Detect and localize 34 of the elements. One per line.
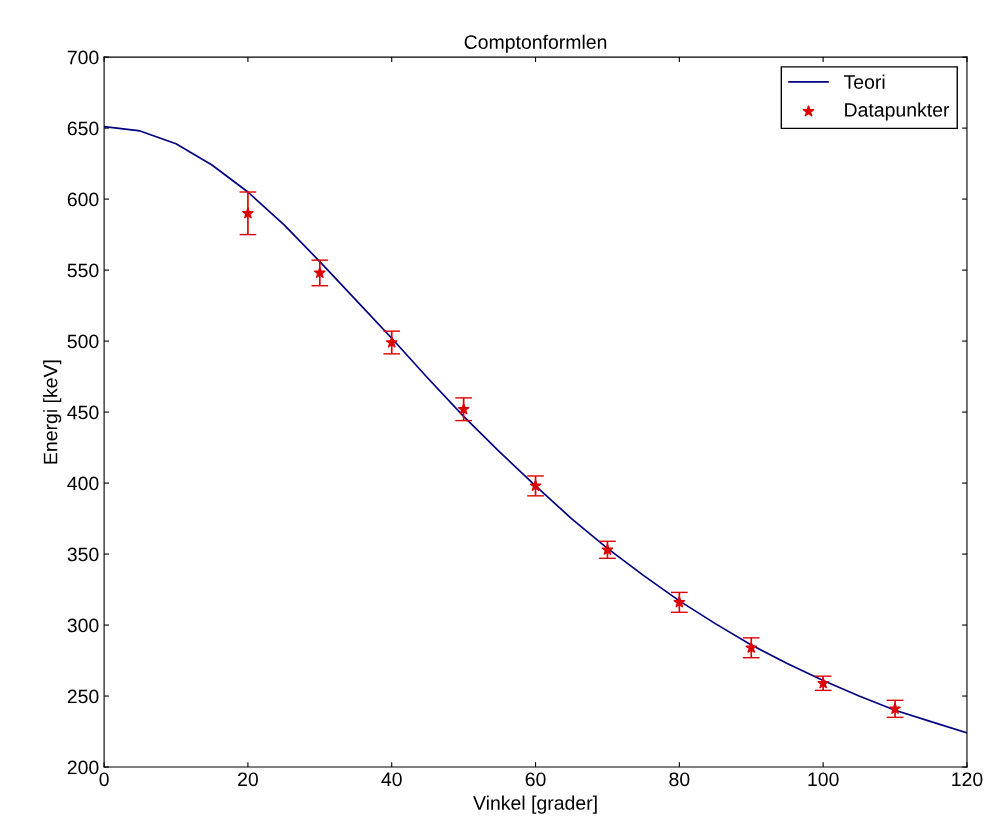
y-tick-label: 700 (67, 50, 99, 65)
point (601, 543, 614, 555)
point (889, 702, 901, 714)
x-tick-label: 0 (99, 772, 109, 787)
x-tick-label: 120 (952, 772, 983, 787)
point (242, 207, 254, 219)
point (457, 403, 470, 415)
y-tick-label: 300 (67, 618, 99, 633)
legend-label: Datapunkter (845, 102, 950, 121)
point (817, 677, 829, 689)
point (745, 641, 758, 653)
y-tick-label: 350 (67, 547, 99, 562)
x-tick-label: 60 (525, 772, 546, 787)
x-axis-title: Vinkel [grader] (473, 795, 597, 814)
y-tick-label: 400 (67, 476, 99, 491)
x-tick-label: 100 (808, 772, 839, 787)
point (314, 266, 326, 278)
chart-title: Comptonformlen (464, 34, 607, 53)
y-tick-label: 500 (67, 334, 99, 349)
y-tick-label: 650 (67, 121, 99, 136)
y-tick-label: 600 (67, 192, 99, 207)
point (529, 479, 542, 491)
point (673, 596, 686, 608)
line-series (104, 125, 967, 734)
x-tick-label: 20 (238, 772, 258, 787)
legend-label: Teori (843, 74, 885, 89)
y-tick-label: 250 (67, 689, 99, 704)
point (385, 336, 398, 348)
y-tick-label: 200 (67, 760, 99, 775)
y-tick-label: 550 (67, 263, 99, 278)
x-tick-label: 40 (381, 772, 402, 787)
x-tick-label: 80 (669, 772, 690, 787)
y-tick-label: 450 (67, 405, 99, 420)
y-axis-title: Energi [keV] (43, 360, 62, 464)
